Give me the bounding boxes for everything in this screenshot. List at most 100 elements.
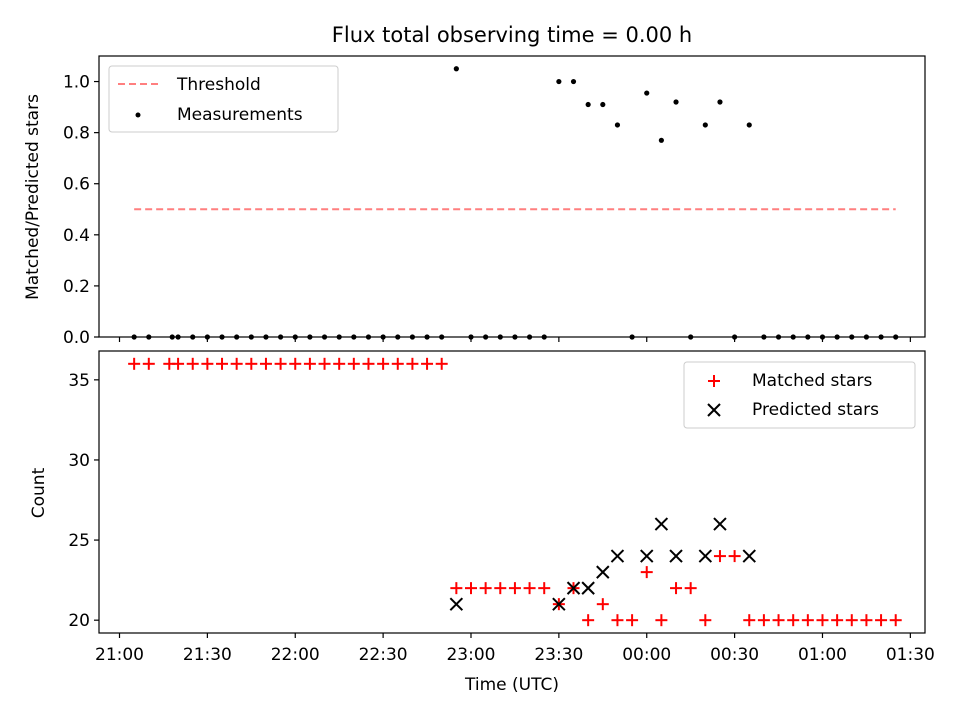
- predicted-star-point: [610, 549, 625, 563]
- matched-star-point: [655, 614, 668, 627]
- x-tick-label: 01:30: [886, 645, 935, 665]
- bottom-y-tick-label: 30: [68, 451, 90, 471]
- matched-star-point: [801, 614, 814, 627]
- measurement-point: [453, 66, 459, 72]
- matched-star-point: [274, 357, 287, 370]
- bottom-legend: Matched stars Predicted stars: [683, 361, 916, 429]
- matched-star-point: [875, 614, 888, 627]
- matched-star-point: [640, 566, 653, 579]
- predicted-star-point: [566, 581, 581, 595]
- measurement-point: [614, 122, 621, 128]
- measurement-point: [702, 122, 708, 128]
- top-y-tick-label: 0.8: [63, 124, 90, 144]
- matched-star-point: [845, 614, 858, 627]
- measurement-point: [673, 99, 679, 105]
- matched-star-point: [391, 357, 404, 370]
- top-legend-box: [108, 65, 339, 133]
- x-axis-label: Time (UTC): [464, 675, 559, 695]
- top-y-tick-label: 1.0: [63, 73, 90, 93]
- matched-star-point: [186, 357, 199, 370]
- predicted-star-point: [596, 565, 610, 579]
- measurement-point: [746, 122, 752, 128]
- measurement-point: [600, 101, 606, 108]
- matched-star-point: [201, 357, 214, 370]
- predicted-star-point: [581, 581, 595, 595]
- legend-threshold-label: Threshold: [176, 75, 261, 95]
- matched-star-point: [508, 582, 521, 595]
- x-tick-label: 01:00: [798, 645, 847, 665]
- matched-star-point: [128, 357, 141, 370]
- measurement-point: [556, 78, 562, 85]
- matched-star-point: [728, 550, 741, 563]
- bottom-y-tick-label: 25: [68, 531, 90, 551]
- measurement-point: [585, 101, 591, 108]
- matched-star-point: [757, 614, 770, 627]
- matched-star-point: [464, 582, 477, 595]
- matched-star-point: [259, 357, 272, 370]
- matched-star-point: [684, 582, 697, 595]
- top-plot-frame: [98, 55, 926, 338]
- matched-star-point: [582, 614, 595, 627]
- matched-star-point: [860, 614, 873, 627]
- x-tick-label: 23:30: [534, 645, 583, 665]
- measurement-point: [658, 137, 664, 143]
- matched-star-point: [494, 582, 507, 595]
- matched-star-point: [611, 614, 624, 627]
- x-tick-label: 22:30: [359, 645, 408, 665]
- x-tick-label: 21:00: [95, 645, 144, 665]
- matched-star-point: [142, 357, 155, 370]
- matched-star-point: [479, 582, 492, 595]
- bottom-y-tick-label: 20: [68, 611, 90, 631]
- top-y-axis-label: Matched/Predicted stars: [23, 94, 43, 300]
- bottom-y-axis-ticks: 20 25 30 35: [68, 371, 99, 631]
- matched-star-point: [713, 550, 726, 563]
- matched-star-point: [626, 614, 639, 627]
- matched-star-point: [230, 357, 243, 370]
- predicted-star-point: [654, 517, 669, 531]
- predicted-star-point: [449, 597, 464, 611]
- matched-star-point: [889, 614, 902, 627]
- measurement-point: [644, 90, 650, 96]
- matched-star-point: [216, 357, 229, 370]
- legend-matched-swatch: [708, 375, 720, 387]
- legend-matched-label: Matched stars: [752, 371, 872, 391]
- predicted-star-point: [669, 549, 683, 563]
- matched-star-point: [831, 614, 844, 627]
- matched-star-point: [362, 357, 375, 370]
- chart-title: Flux total observing time = 0.00 h: [332, 23, 692, 47]
- matched-star-point: [816, 614, 829, 627]
- matched-star-point: [318, 357, 331, 370]
- matched-star-point: [333, 357, 346, 370]
- top-y-tick-label: 0.4: [63, 226, 90, 246]
- x-tick-label: 22:00: [271, 645, 320, 665]
- x-tick-label: 00:30: [710, 645, 759, 665]
- matched-star-point: [406, 357, 419, 370]
- matched-star-point: [523, 582, 536, 595]
- bottom-y-tick-label: 35: [68, 371, 90, 391]
- matched-star-point: [699, 614, 712, 627]
- x-tick-label: 00:00: [622, 645, 671, 665]
- matched-star-point: [596, 598, 609, 611]
- bottom-legend-box: [683, 361, 916, 429]
- matched-star-point: [245, 357, 258, 370]
- matched-star-point: [289, 357, 302, 370]
- matched-star-point: [421, 357, 434, 370]
- top-y-tick-label: 0.6: [63, 175, 90, 195]
- matched-star-point: [450, 582, 463, 595]
- legend-measurements-swatch: [135, 112, 141, 118]
- legend-measurements-label: Measurements: [177, 105, 303, 125]
- legend-predicted-label: Predicted stars: [752, 400, 879, 420]
- matched-star-point: [435, 357, 448, 370]
- top-y-tick-label: 0.2: [63, 277, 90, 297]
- top-y-tick-label: 0.0: [63, 328, 90, 348]
- bottom-y-axis-label: Count: [29, 467, 49, 518]
- matched-star-point: [787, 614, 800, 627]
- matched-star-point: [303, 357, 316, 370]
- predicted-star-point: [742, 549, 756, 563]
- measurement-point: [570, 78, 577, 85]
- matched-star-point: [377, 357, 390, 370]
- predicted-star-point: [698, 549, 713, 563]
- predicted-star-point: [552, 597, 566, 611]
- predicted-star-point: [713, 517, 727, 531]
